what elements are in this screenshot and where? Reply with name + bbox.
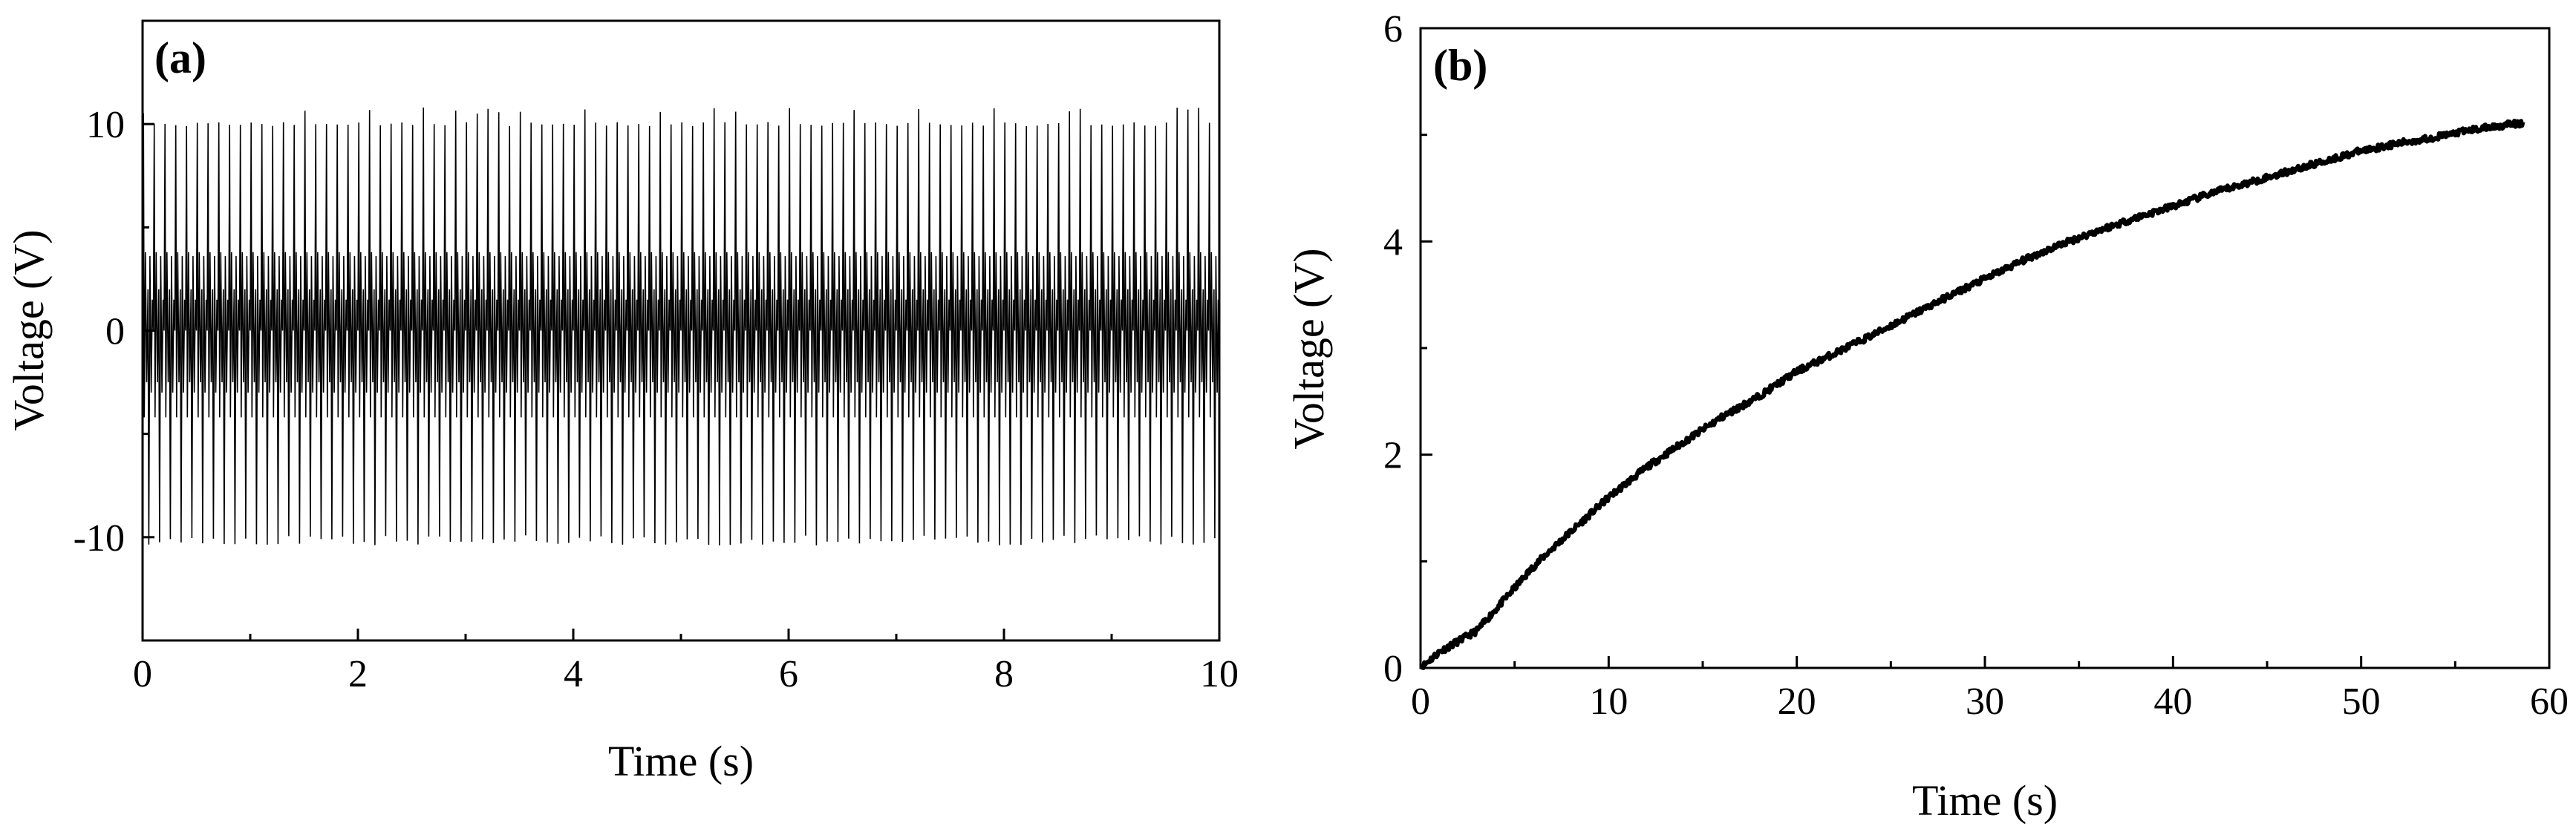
x-tick-label: 10 (1200, 653, 1239, 695)
panel-b-y-axis-label: Voltage (V) (1285, 248, 1333, 449)
panel-b-plot-frame (1419, 27, 2551, 669)
y-tick-label: -10 (74, 517, 125, 560)
x-tick-label: 4 (564, 653, 583, 695)
panel-a-signal-series (142, 107, 1220, 545)
y-tick-label: 10 (86, 104, 125, 146)
signal-line (142, 107, 1220, 545)
y-tick-label: 0 (1383, 648, 1403, 690)
panel-a-y-axis-label: Voltage (V) (4, 229, 53, 430)
panel-a-x-axis-label: Time (s) (608, 737, 754, 785)
x-tick-label: 20 (1778, 681, 1816, 723)
x-tick-label: 6 (779, 653, 798, 695)
x-tick-label: 0 (133, 653, 152, 695)
x-tick-label: 0 (1411, 681, 1430, 723)
charging-curve (1419, 118, 2526, 670)
y-tick-label: 6 (1383, 8, 1403, 50)
panel-a-label: (a) (154, 33, 206, 82)
panel-b-x-axis-label: Time (s) (1912, 776, 2058, 825)
y-tick-label: 2 (1383, 435, 1403, 477)
panel-b-series (1419, 118, 2526, 670)
y-tick-label: 4 (1383, 221, 1403, 263)
x-tick-label: 60 (2530, 681, 2569, 723)
panel-a-y-ticks: -10 0 10 (74, 104, 154, 560)
panel-b-x-ticks: 0 10 20 30 40 50 60 (1411, 656, 2569, 723)
panel-b-y-ticks: 0 2 4 6 (1383, 8, 1432, 690)
panel-b-label: (b) (1433, 41, 1487, 90)
x-tick-label: 8 (994, 653, 1014, 695)
x-tick-label: 50 (2342, 681, 2381, 723)
x-tick-label: 2 (348, 653, 368, 695)
panel-a-x-ticks: 0 2 4 6 8 10 (133, 629, 1239, 695)
panel-a-chart: 0 2 4 6 8 10 -10 0 10 (a) Time (s) Voltage (V) (4, 19, 1239, 785)
x-tick-label: 10 (1589, 681, 1628, 723)
x-tick-label: 30 (1966, 681, 2004, 723)
panel-b-chart: 0 10 20 30 40 50 60 0 2 4 6 (b) Time (s) Voltage … (1285, 8, 2569, 825)
x-tick-label: 40 (2153, 681, 2192, 723)
y-tick-label: 0 (105, 311, 125, 353)
